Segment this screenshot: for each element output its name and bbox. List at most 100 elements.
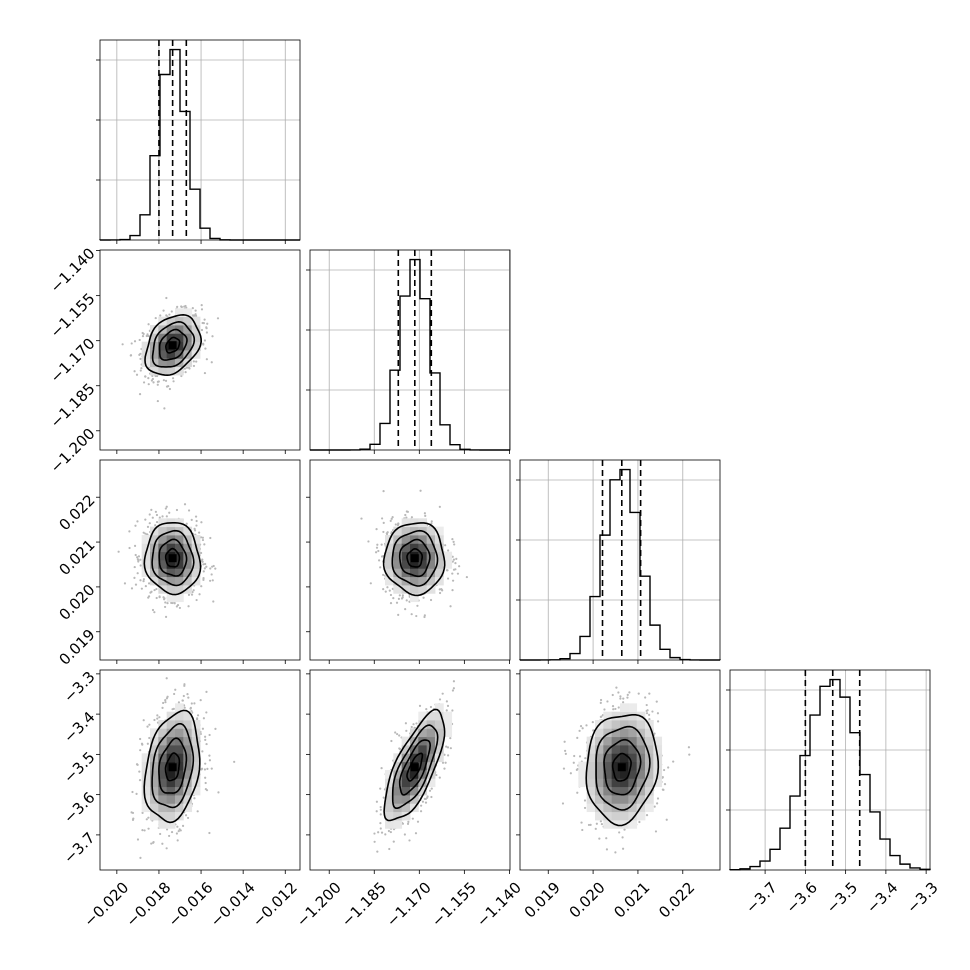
sample-point bbox=[204, 735, 207, 738]
density-cell bbox=[183, 526, 193, 536]
sample-point bbox=[191, 314, 195, 317]
density-cell bbox=[191, 316, 201, 326]
density-cell bbox=[166, 316, 176, 326]
sample-point bbox=[164, 700, 167, 704]
density-peak bbox=[168, 554, 177, 563]
sample-point bbox=[449, 747, 452, 750]
contour-level-2 bbox=[151, 320, 196, 368]
panel-0-0 bbox=[96, 39, 301, 244]
contour-level-2 bbox=[151, 529, 195, 587]
sample-point bbox=[161, 515, 164, 518]
sample-point bbox=[449, 737, 452, 740]
sample-point bbox=[430, 787, 433, 790]
sample-point bbox=[454, 561, 457, 565]
density-cell bbox=[191, 551, 201, 561]
sample-point bbox=[416, 604, 419, 607]
density-cell bbox=[393, 820, 403, 829]
sample-point bbox=[177, 830, 180, 833]
sample-point bbox=[379, 805, 382, 809]
density-cell bbox=[166, 786, 176, 796]
sample-point bbox=[205, 327, 208, 330]
sample-point bbox=[377, 549, 380, 553]
density-cell bbox=[141, 535, 151, 544]
sample-point bbox=[408, 839, 411, 842]
sample-point bbox=[139, 369, 142, 372]
panel-1-0: −1.200−1.185−1.170−1.155−1.140 bbox=[47, 244, 301, 477]
sample-point bbox=[201, 538, 205, 542]
sample-point bbox=[424, 801, 428, 804]
y-tick-label: −1.140 bbox=[47, 244, 99, 296]
sample-point bbox=[187, 696, 190, 699]
density-cell bbox=[183, 308, 193, 318]
density-cell bbox=[426, 585, 436, 594]
sample-point bbox=[205, 565, 208, 568]
sample-point bbox=[208, 831, 211, 835]
y-tick-label: 0.021 bbox=[55, 536, 98, 579]
sample-point bbox=[148, 723, 151, 726]
sample-point bbox=[183, 683, 186, 686]
density-cell bbox=[191, 325, 201, 334]
sample-point bbox=[202, 321, 205, 325]
sample-point bbox=[131, 818, 135, 821]
sample-point bbox=[196, 717, 199, 720]
sample-point bbox=[202, 570, 205, 573]
sample-point bbox=[166, 601, 169, 605]
density-cell bbox=[141, 543, 151, 553]
sample-point bbox=[192, 364, 196, 368]
sample-point bbox=[138, 770, 141, 773]
sample-point bbox=[201, 560, 204, 563]
sample-point bbox=[200, 308, 204, 311]
sample-point bbox=[161, 842, 164, 845]
sample-point bbox=[165, 515, 168, 518]
density-cell bbox=[191, 568, 201, 578]
density-cell bbox=[175, 316, 184, 326]
sample-point bbox=[208, 754, 211, 757]
sample-point bbox=[138, 338, 141, 342]
sample-point bbox=[400, 597, 404, 600]
sample-point bbox=[387, 829, 391, 833]
sample-point bbox=[428, 789, 432, 792]
density-cell bbox=[166, 560, 176, 569]
sample-point bbox=[394, 523, 397, 526]
density-cell bbox=[158, 358, 168, 368]
sample-point bbox=[147, 582, 151, 585]
sample-point bbox=[190, 518, 193, 521]
sample-point bbox=[208, 733, 211, 737]
contour-level-3 bbox=[144, 313, 203, 377]
sample-point bbox=[397, 597, 400, 600]
sample-point bbox=[206, 322, 209, 325]
sample-point bbox=[147, 816, 150, 819]
sample-point bbox=[415, 722, 418, 725]
sample-point bbox=[390, 739, 393, 743]
sample-point bbox=[200, 521, 203, 524]
sample-point bbox=[195, 598, 198, 602]
sample-point bbox=[452, 558, 456, 561]
sample-point bbox=[404, 722, 407, 725]
y-tick-label: −1.185 bbox=[47, 380, 99, 432]
sample-point bbox=[386, 531, 389, 534]
sample-point bbox=[418, 704, 422, 708]
sample-point bbox=[142, 381, 146, 384]
sample-point bbox=[233, 760, 236, 763]
density-cell bbox=[426, 728, 436, 738]
density-cell bbox=[158, 350, 168, 359]
sample-point bbox=[389, 830, 392, 834]
sample-point bbox=[203, 768, 207, 771]
sample-point bbox=[190, 702, 193, 705]
sample-point bbox=[142, 578, 146, 581]
density-cell bbox=[158, 341, 168, 351]
sample-point bbox=[155, 587, 158, 591]
sample-point bbox=[193, 702, 196, 705]
sample-point bbox=[129, 354, 132, 357]
sample-point bbox=[165, 677, 168, 680]
sample-point bbox=[452, 687, 455, 690]
sample-point bbox=[201, 558, 204, 561]
sample-point bbox=[153, 588, 156, 592]
sample-point bbox=[158, 516, 161, 519]
sample-point bbox=[206, 767, 209, 770]
sample-point bbox=[446, 746, 450, 749]
density-cell bbox=[158, 560, 168, 569]
density-cell bbox=[141, 341, 151, 351]
sample-point bbox=[178, 606, 182, 610]
sample-point bbox=[446, 704, 450, 707]
